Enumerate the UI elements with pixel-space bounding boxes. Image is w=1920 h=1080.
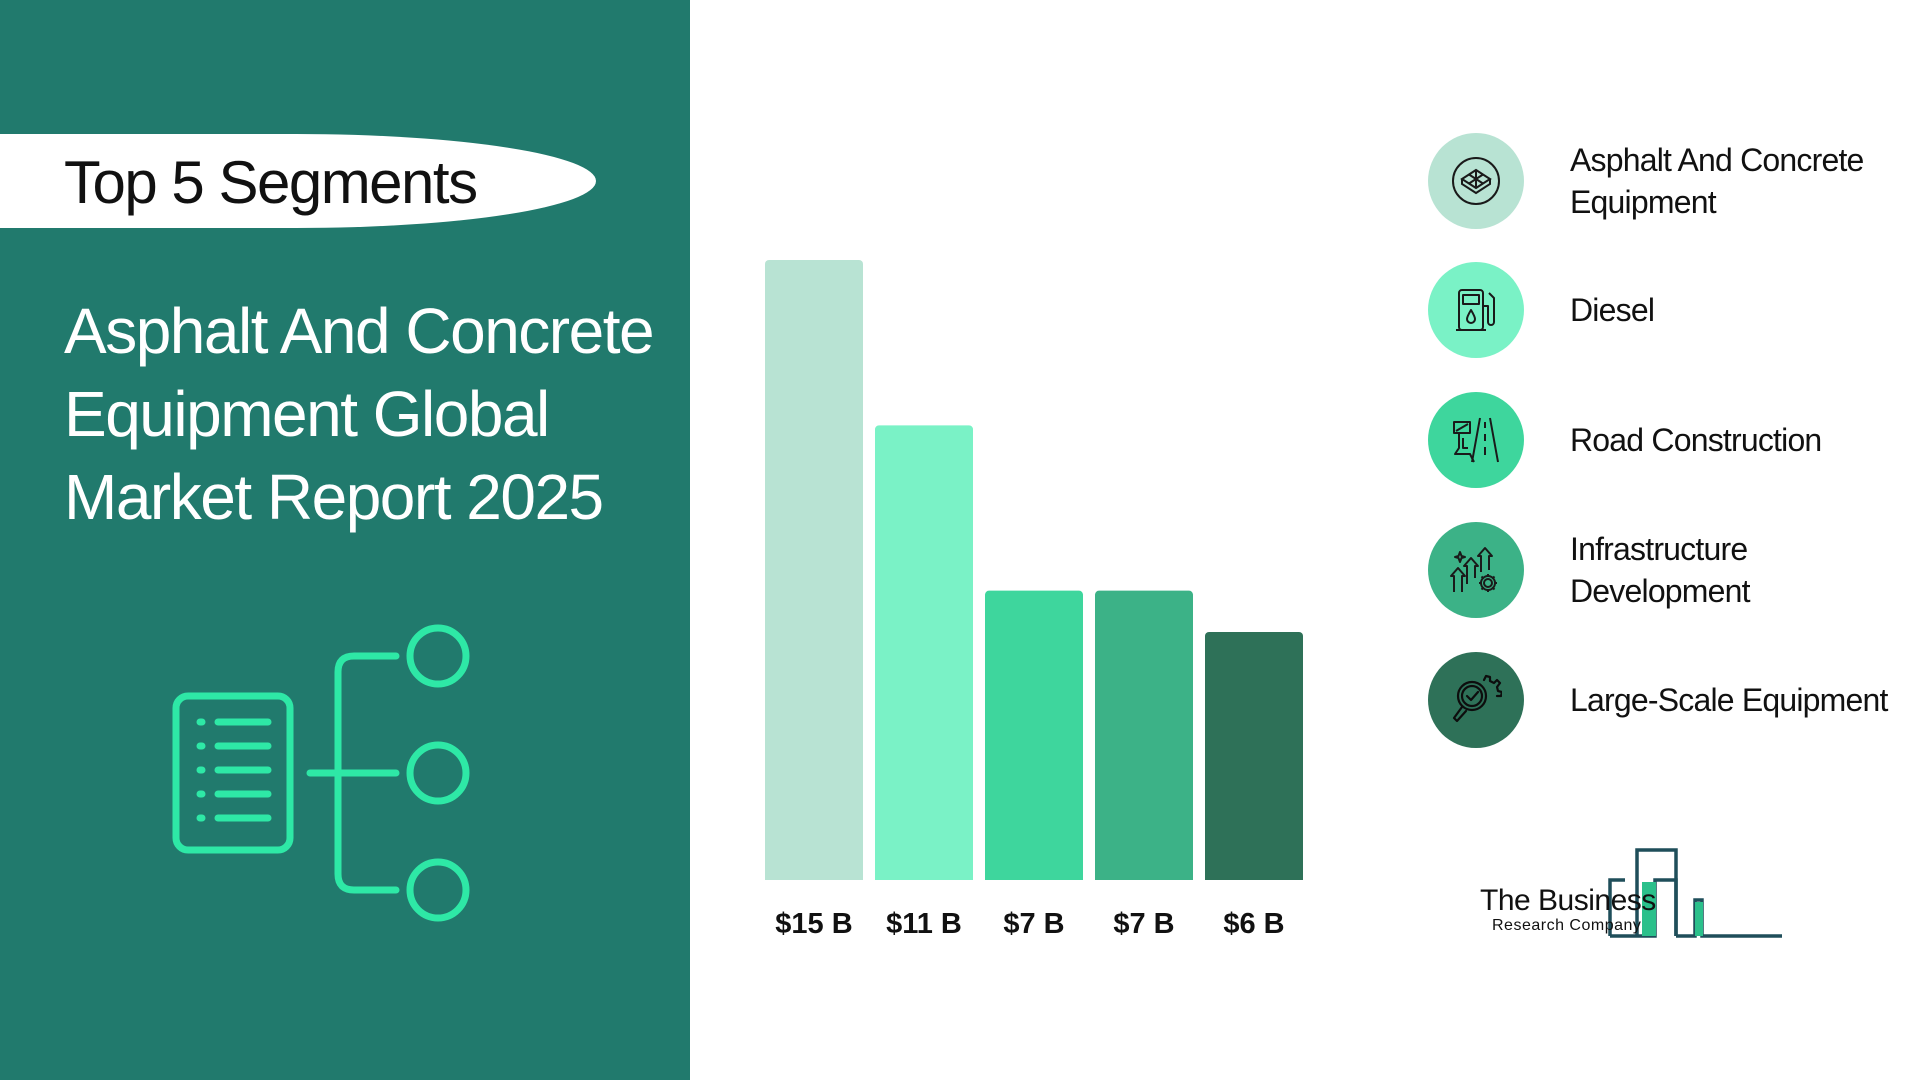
legend-item-diesel: Diesel bbox=[1428, 262, 1908, 358]
legend-label: Infrastructure Development bbox=[1570, 531, 1751, 609]
legend-label: Diesel bbox=[1570, 292, 1655, 328]
report-title: Asphalt And Concrete Equipment Global Ma… bbox=[64, 295, 655, 533]
legend-circle-2 bbox=[1428, 262, 1524, 358]
bar-value-label-4: $7 B bbox=[1113, 908, 1174, 940]
bar-value-label-3: $7 B bbox=[1003, 908, 1064, 940]
legend-label: Road Construction bbox=[1570, 422, 1822, 458]
bar-4-base bbox=[1095, 874, 1193, 880]
company-logo: The Business Research Company bbox=[1480, 840, 1790, 950]
bar-value-label-2: $11 B bbox=[886, 908, 962, 940]
bar-1-base bbox=[765, 874, 863, 880]
segments-heading: Top 5 Segments bbox=[64, 149, 478, 216]
bar-value-label-1: $15 B bbox=[775, 908, 852, 940]
fuel-pump-icon bbox=[1456, 289, 1495, 331]
bar-5 bbox=[1205, 632, 1303, 880]
legend-item-road-construction: Road Construction bbox=[1428, 392, 1908, 488]
bar-3-base bbox=[985, 874, 1083, 880]
legend-circle-3 bbox=[1428, 392, 1524, 488]
bar-value-label-5: $6 B bbox=[1223, 908, 1284, 940]
legend-label: Asphalt And Concrete Equipment bbox=[1570, 142, 1864, 220]
legend-circle-5 bbox=[1428, 652, 1524, 748]
logo-text-secondary: Research Company bbox=[1492, 917, 1642, 934]
hierarchy-list-icon bbox=[172, 624, 470, 922]
logo-bars-graphic bbox=[1608, 848, 1782, 938]
legend-item-infrastructure-development: Infrastructure Development bbox=[1428, 522, 1908, 618]
bar-2-base bbox=[875, 874, 973, 880]
bar-1 bbox=[765, 260, 863, 880]
legend-item-asphalt-and-concrete-equipment: Asphalt And Concrete Equipment bbox=[1428, 133, 1908, 229]
road-icon bbox=[1453, 417, 1499, 463]
growth-gear-icon bbox=[1450, 547, 1497, 592]
legend-label: Large-Scale Equipment bbox=[1570, 682, 1888, 718]
bar-5-base bbox=[1205, 874, 1303, 880]
bar-chart: $15 B $11 B $7 B $7 B $6 B bbox=[765, 260, 1303, 940]
bar-4 bbox=[1095, 590, 1193, 880]
legend-circle-4 bbox=[1428, 522, 1524, 618]
logo-text-primary: The Business bbox=[1480, 884, 1656, 917]
magnifier-gear-icon bbox=[1452, 674, 1502, 723]
legend-item-large-scale-equipment: Large-Scale Equipment bbox=[1428, 652, 1908, 748]
concrete-block-icon bbox=[1452, 157, 1500, 205]
bar-2 bbox=[875, 425, 973, 880]
segments-pill bbox=[0, 134, 596, 228]
legend-circle-1 bbox=[1428, 133, 1524, 229]
bar-3 bbox=[985, 590, 1083, 880]
